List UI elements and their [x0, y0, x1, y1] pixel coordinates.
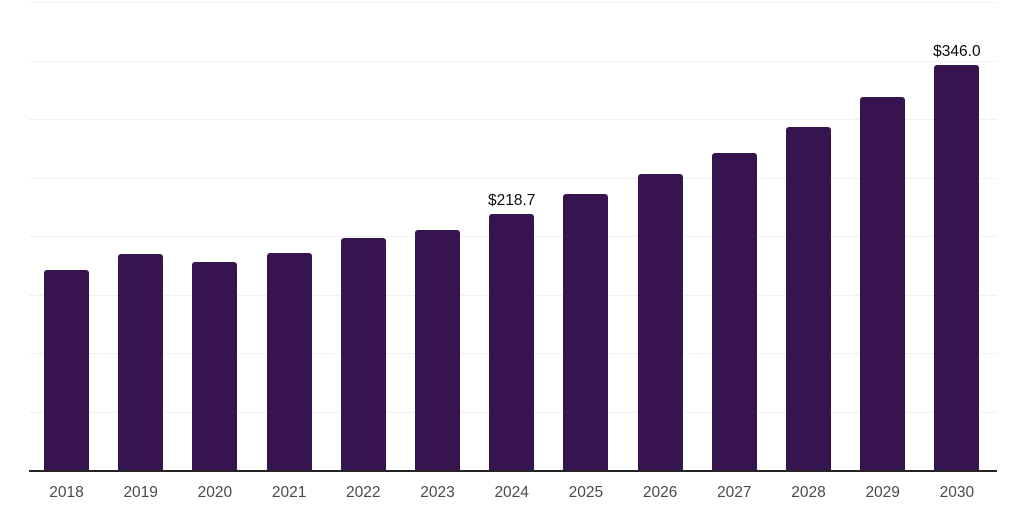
- bar-2020[interactable]: [192, 261, 238, 470]
- bar-2030[interactable]: [934, 65, 980, 470]
- gridline-400: [29, 2, 997, 3]
- bar-2021[interactable]: [266, 252, 312, 470]
- gridline-300: [29, 119, 997, 120]
- bar-2026[interactable]: [637, 174, 683, 470]
- x-axis-line: [29, 470, 997, 472]
- bar-2022[interactable]: [340, 237, 386, 470]
- bar-2027[interactable]: [711, 152, 757, 470]
- data-label-2024: $218.7: [487, 192, 536, 210]
- x-tick-2021: 2021: [271, 484, 307, 501]
- x-tick-2022: 2022: [346, 484, 381, 501]
- x-tick-2019: 2019: [123, 484, 158, 501]
- x-tick-2028: 2028: [791, 484, 826, 501]
- plot-area: $218.7 $346.0: [29, 2, 997, 472]
- x-tick-2030: 2030: [939, 484, 975, 501]
- x-tick-2025: 2025: [568, 484, 604, 501]
- bar-2023[interactable]: [415, 229, 460, 470]
- bar-2025[interactable]: [563, 194, 609, 470]
- bar-2029[interactable]: [860, 97, 906, 470]
- bar-2024[interactable]: [489, 214, 535, 470]
- bar-2028[interactable]: [786, 127, 831, 470]
- x-tick-2029: 2029: [865, 484, 900, 501]
- x-tick-2027: 2027: [717, 484, 752, 501]
- x-tick-2023: 2023: [420, 484, 455, 501]
- gridline-350: [29, 60, 997, 62]
- x-tick-2024: 2024: [494, 484, 529, 501]
- bar-2019[interactable]: [118, 254, 164, 470]
- x-tick-2018: 2018: [49, 484, 84, 501]
- gridline-250: [29, 177, 997, 179]
- data-label-2030: $346.0: [933, 43, 981, 61]
- x-tick-2020: 2020: [197, 484, 233, 501]
- bar-2018[interactable]: [44, 269, 89, 470]
- x-tick-2026: 2026: [642, 484, 678, 501]
